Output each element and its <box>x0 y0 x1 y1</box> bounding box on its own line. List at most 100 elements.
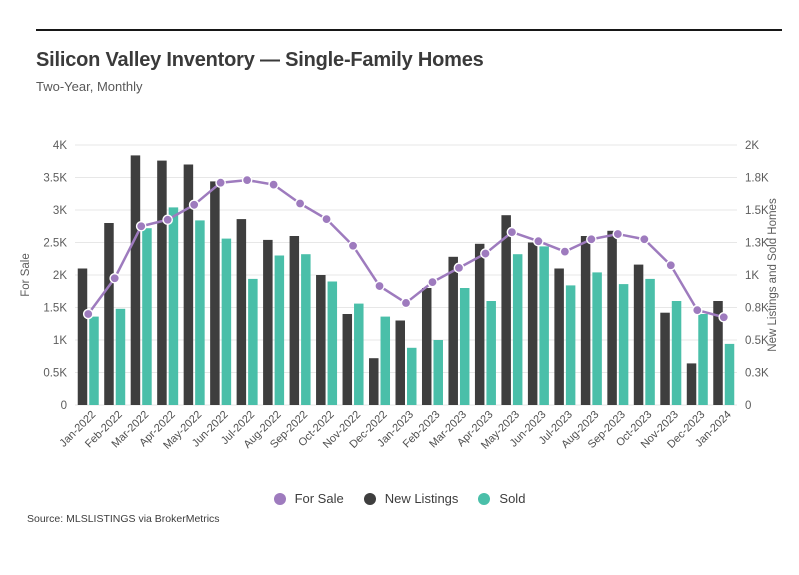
bar-new-listings <box>448 256 458 405</box>
bar-new-listings <box>342 314 353 405</box>
bar-new-listings <box>77 268 88 405</box>
bar-sold <box>195 220 205 405</box>
point-for-sale <box>347 240 359 252</box>
bar-new-listings <box>527 242 538 405</box>
bar-sold <box>142 228 152 405</box>
y-tick-label-left: 3.5K <box>43 173 67 185</box>
source-note: Source: MLSLISTINGS via BrokerMetrics <box>27 513 220 525</box>
legend: For Sale New Listings Sold <box>0 491 799 506</box>
bar-sold <box>248 278 258 405</box>
point-for-sale <box>241 174 253 186</box>
point-for-sale <box>718 311 730 323</box>
point-for-sale <box>268 179 279 190</box>
y-tick-label-left: 3K <box>53 205 67 217</box>
point-for-sale <box>427 276 438 288</box>
point-for-sale <box>533 235 544 247</box>
axis-title-right: New Listings and Sold Homes <box>767 198 779 352</box>
y-tick-label-left: 2.5K <box>43 238 67 250</box>
legend-swatch-sold <box>478 492 491 505</box>
y-tick-label-right: 1.5K <box>745 205 769 217</box>
y-tick-label-right: 1.8K <box>745 173 769 185</box>
bar-sold <box>168 207 179 405</box>
bar-new-listings <box>395 320 405 405</box>
bar-new-listings <box>289 236 300 405</box>
bar-new-listings <box>501 215 511 405</box>
y-tick-label-right: 1.3K <box>745 238 769 250</box>
header-divider <box>36 29 782 31</box>
y-tick-label-left: 2K <box>53 270 67 282</box>
bar-sold <box>592 272 602 405</box>
bar-sold <box>459 288 470 405</box>
y-tick-label-right: 0.3K <box>745 368 769 380</box>
bar-sold <box>671 301 682 405</box>
point-for-sale <box>82 308 94 320</box>
legend-item-sold[interactable]: Sold <box>478 491 525 506</box>
bar-new-listings <box>580 236 591 405</box>
bar-sold <box>698 314 708 405</box>
point-for-sale <box>559 246 571 257</box>
bar-sold <box>115 308 126 405</box>
legend-label: New Listings <box>384 491 459 506</box>
bar-sold <box>407 347 417 405</box>
point-for-sale <box>639 233 650 245</box>
bar-sold <box>565 285 576 405</box>
bar-sold <box>539 246 549 405</box>
bar-new-listings <box>130 155 141 405</box>
bar-sold <box>645 278 655 405</box>
bar-sold <box>380 316 391 405</box>
bar-new-listings <box>660 312 670 405</box>
bar-sold <box>327 281 338 405</box>
bar-sold <box>618 284 629 405</box>
bar-new-listings <box>607 230 617 405</box>
bar-sold <box>433 340 443 405</box>
y-tick-label-left: 0.5K <box>43 368 67 380</box>
point-for-sale <box>162 214 173 226</box>
bar-new-listings <box>633 264 644 405</box>
bar-new-listings <box>157 160 167 405</box>
page-subtitle: Two-Year, Monthly <box>36 79 143 94</box>
point-for-sale <box>188 199 200 211</box>
point-for-sale <box>321 213 332 225</box>
bar-new-listings <box>316 275 326 405</box>
bar-new-listings <box>474 243 485 405</box>
bar-sold <box>354 303 364 405</box>
point-for-sale <box>691 304 703 316</box>
point-for-sale <box>215 177 226 188</box>
legend-swatch-new-listings <box>363 492 376 505</box>
point-for-sale <box>480 248 491 259</box>
y-tick-label-right: 0.8K <box>745 303 769 315</box>
legend-label: Sold <box>499 491 526 506</box>
bar-new-listings <box>183 164 194 405</box>
legend-label: For Sale <box>294 491 344 506</box>
point-for-sale <box>453 262 465 274</box>
bar-new-listings <box>421 288 432 405</box>
y-tick-label-left: 1.5K <box>43 303 67 315</box>
bar-sold <box>221 238 232 405</box>
y-tick-label-right: 2K <box>745 140 759 152</box>
y-tick-label-right: 0.5K <box>745 335 769 347</box>
bar-sold <box>512 254 523 405</box>
bar-sold <box>301 254 311 405</box>
axis-title-left: For Sale <box>20 253 32 296</box>
bar-new-listings <box>104 223 114 405</box>
bar-sold <box>89 316 99 405</box>
bar-sold <box>486 301 496 405</box>
page-title: Silicon Valley Inventory — Single-Family… <box>36 49 484 71</box>
point-for-sale <box>665 259 677 271</box>
bar-new-listings <box>554 268 564 405</box>
bar-new-listings <box>713 301 723 405</box>
bar-new-listings <box>236 219 247 405</box>
point-for-sale <box>294 198 306 209</box>
bar-sold <box>724 343 735 405</box>
legend-item-new-listings[interactable]: New Listings <box>363 491 459 506</box>
y-tick-label-right: 1K <box>745 270 759 282</box>
y-tick-label-left: 1K <box>53 335 67 347</box>
legend-item-for-sale[interactable]: For Sale <box>273 491 344 506</box>
bar-new-listings <box>686 363 697 405</box>
bar-new-listings <box>210 181 220 405</box>
point-for-sale <box>506 226 518 238</box>
legend-swatch-for-sale <box>273 492 286 505</box>
point-for-sale <box>109 272 121 284</box>
point-for-sale <box>612 228 624 240</box>
